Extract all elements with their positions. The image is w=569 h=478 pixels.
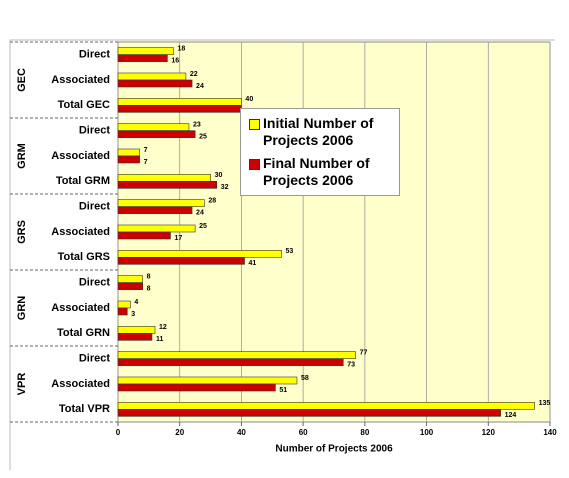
value-label: 58 [301,375,309,382]
bar [117,409,501,417]
x-tick-label: 60 [299,428,308,437]
row-label: Direct [79,125,111,137]
bar [117,155,140,164]
bar [117,402,535,410]
value-label: 30 [215,172,223,179]
value-label: 32 [221,184,229,191]
bar [117,257,245,265]
bar [117,148,140,157]
x-tick-label: 80 [360,428,369,437]
bar [117,199,205,207]
legend: Initial Number of Projects 2006 Final Num… [240,108,400,196]
legend-item: Initial Number of Projects 2006 [249,115,391,149]
value-label: 24 [196,83,204,90]
value-label: 11 [156,336,164,343]
bar [117,376,298,385]
value-label: 40 [245,96,253,103]
bar [117,98,242,106]
legend-item: Final Number of Projects 2006 [249,155,391,189]
value-label: 77 [360,350,368,357]
value-label: 18 [178,46,186,53]
row-label: Associated [51,378,110,390]
group-label: GRN [16,296,28,321]
value-label: 16 [171,58,179,65]
bar [117,181,218,189]
bar [117,123,190,131]
row-label: Total VPR [59,403,110,415]
group-label: GRS [16,220,28,244]
bar [117,224,196,233]
bar [117,54,168,62]
bar [117,250,282,258]
bar [117,307,128,316]
value-label: 8 [147,274,151,281]
row-label: Direct [79,277,111,289]
legend-label: Final Number of Projects 2006 [263,155,370,188]
bar [117,351,356,359]
row-label: Total GRM [56,175,110,187]
row-label: Associated [51,150,110,162]
group-label: VPR [16,373,28,396]
bar [117,282,143,290]
value-label: 41 [249,260,257,267]
value-label: 8 [147,286,151,293]
bar [117,72,187,81]
legend-swatch [249,159,260,170]
x-tick-label: 100 [420,428,434,437]
value-label: 23 [193,122,201,129]
row-label: Associated [51,302,110,314]
group-label: GRM [16,143,28,169]
bar [117,383,276,392]
row-label: Direct [79,353,111,365]
x-tick-label: 40 [237,428,246,437]
x-tick-label: 140 [543,428,557,437]
bar [117,358,344,366]
value-label: 12 [159,324,167,331]
value-label: 53 [286,248,294,255]
bar [117,206,193,214]
value-label: 7 [144,147,148,154]
x-axis-title: Number of Projects 2006 [275,444,393,455]
value-label: 73 [347,362,355,369]
row-label: Associated [51,226,110,238]
bar [117,105,242,113]
row-label: Total GRN [57,327,110,339]
bar [117,79,193,88]
legend-swatch [249,119,260,130]
bar [117,333,153,341]
value-label: 3 [131,311,135,318]
value-label: 124 [505,412,517,419]
value-label: 51 [279,387,287,394]
bar [117,174,211,182]
x-tick-label: 120 [482,428,496,437]
row-label: Direct [79,201,111,213]
x-tick-label: 20 [175,428,184,437]
value-label: 24 [196,210,204,217]
bar [117,231,171,240]
row-label: Total GEC [58,99,110,111]
bar [117,130,196,138]
legend-label: Initial Number of Projects 2006 [263,115,374,148]
group-label: GEC [16,68,28,92]
value-label: 4 [134,299,138,306]
row-label: Associated [51,74,110,86]
value-label: 28 [208,198,216,205]
value-label: 7 [144,159,148,166]
bar [117,47,174,55]
value-label: 135 [539,400,551,407]
value-label: 25 [199,134,207,141]
row-label: Direct [79,49,111,61]
value-label: 17 [174,235,182,242]
bar [117,326,156,334]
bar [117,275,143,283]
bar [117,300,131,309]
value-label: 22 [190,71,198,78]
value-label: 25 [199,223,207,230]
x-tick-label: 0 [116,428,121,437]
row-label: Total GRS [58,251,110,263]
